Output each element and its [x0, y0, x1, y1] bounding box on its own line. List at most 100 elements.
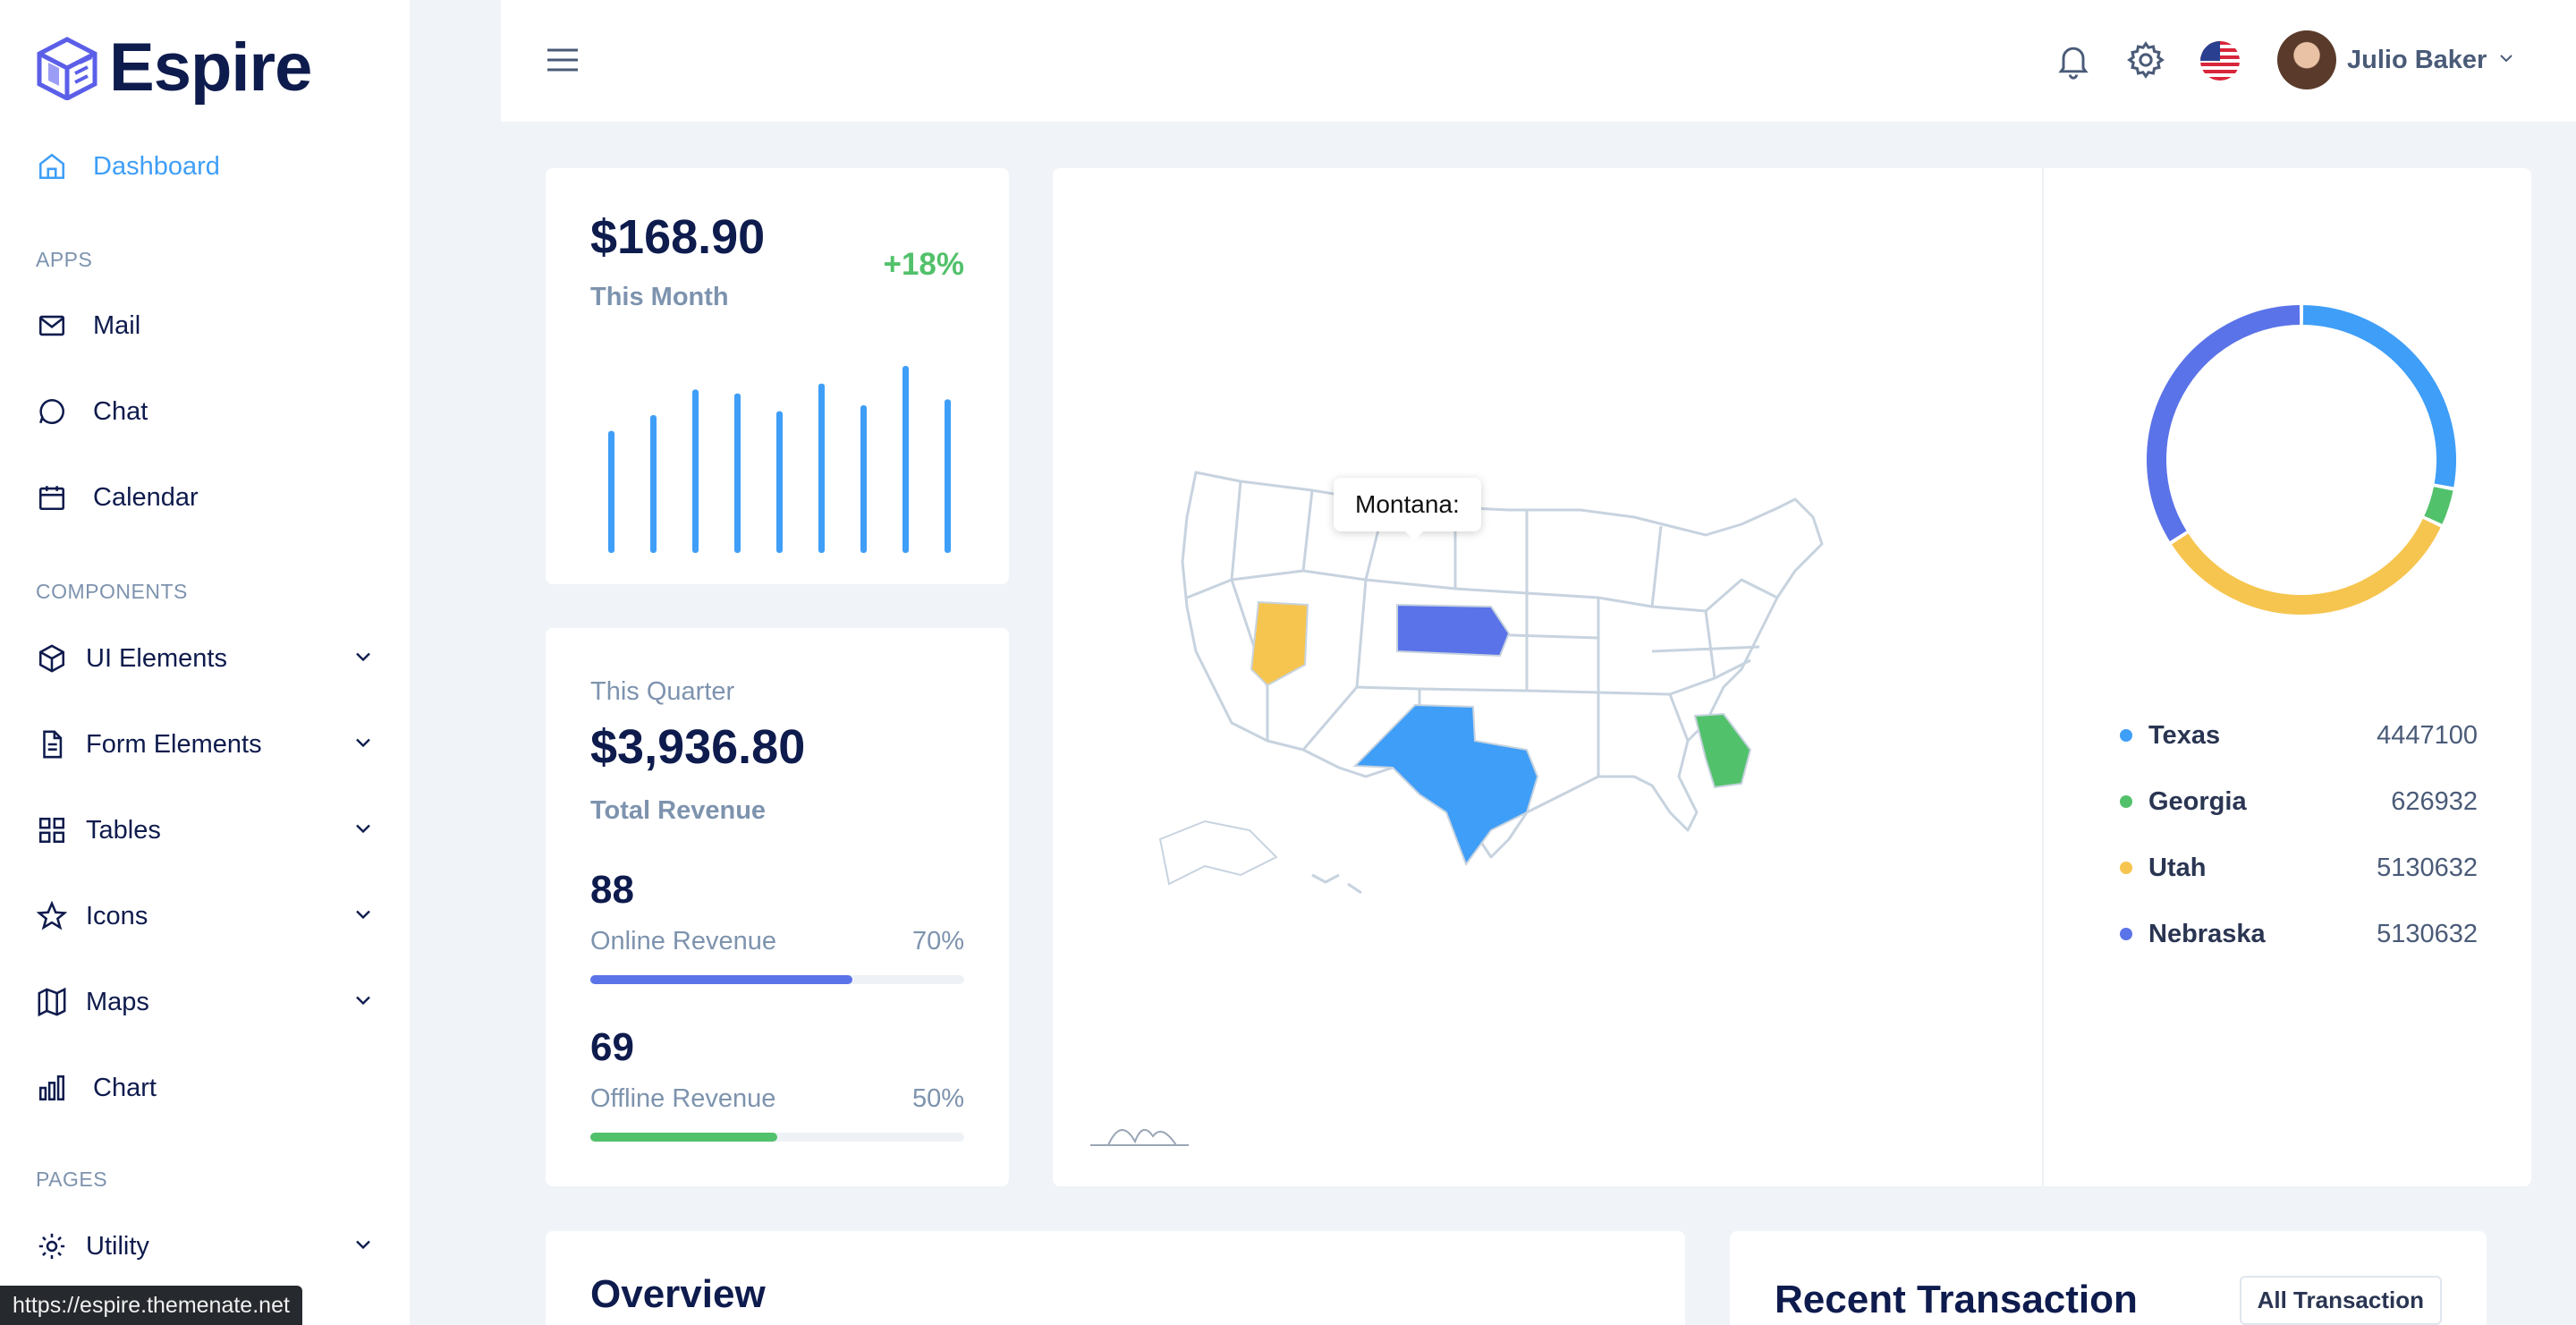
- quarter-label: This Quarter: [590, 677, 735, 706]
- bell-icon[interactable]: [2054, 39, 2093, 85]
- sidebar-item-icons[interactable]: Icons: [36, 889, 376, 943]
- monthly-label: This Month: [590, 283, 729, 311]
- sidebar-item-label: Form Elements: [86, 729, 262, 759]
- monthly-bar-chart: [608, 366, 951, 553]
- legend-dot: [2120, 795, 2132, 808]
- progress-fill: [590, 975, 852, 984]
- chevron-down-icon: [351, 988, 376, 1020]
- monthly-amount: $168.90: [590, 210, 766, 264]
- all-transaction-button[interactable]: All Transaction: [2239, 1276, 2442, 1325]
- sidebar-item-tables[interactable]: Tables: [36, 803, 376, 857]
- chevron-down-icon: [351, 730, 376, 762]
- monthly-bar: [902, 366, 909, 553]
- state-texas: [1352, 703, 1539, 867]
- state-nebraska: [1396, 603, 1511, 658]
- chevron-down-icon: [2496, 47, 2517, 73]
- legend-item: Nebraska 5130632: [2120, 916, 2478, 952]
- monthly-bar: [692, 389, 699, 553]
- legend-value: 5130632: [2377, 853, 2478, 882]
- online-revenue-label: Online Revenue: [590, 927, 776, 956]
- us-flag-icon[interactable]: [2200, 41, 2240, 85]
- monthly-bar: [650, 415, 657, 553]
- sidebar-item-ui-elements[interactable]: UI Elements: [36, 632, 376, 685]
- legend-value: 626932: [2391, 786, 2478, 816]
- section-label-apps: APPS: [36, 248, 93, 271]
- recent-transaction-title: Recent Transaction: [1775, 1278, 2138, 1321]
- state-utah: [1250, 600, 1309, 687]
- sidebar-item-utility[interactable]: Utility: [36, 1219, 376, 1273]
- section-label-pages: PAGES: [36, 1168, 108, 1191]
- sidebar-item-maps[interactable]: Maps: [36, 975, 376, 1029]
- online-revenue-percent: 70%: [911, 927, 964, 956]
- donut-segment-utah[interactable]: [2172, 518, 2441, 615]
- monthly-bar: [608, 430, 614, 553]
- overview-card: Overview: [546, 1231, 1685, 1325]
- map-zoom-handle-icon[interactable]: [1090, 1117, 1189, 1153]
- card-divider: [2042, 168, 2044, 1186]
- monthly-bar: [776, 411, 783, 553]
- legend-item: Utah 5130632: [2120, 850, 2478, 886]
- sidebar-item-label: Maps: [86, 987, 149, 1016]
- sidebar-item-label: Icons: [86, 901, 148, 930]
- mail-icon: [36, 310, 68, 342]
- legend-item: Georgia 626932: [2120, 784, 2478, 820]
- legend-name: Utah: [2148, 853, 2207, 882]
- donut-segment-texas[interactable]: [2302, 305, 2456, 488]
- sidebar-item-dashboard[interactable]: Dashboard: [36, 140, 376, 193]
- sidebar-item-form-elements[interactable]: Form Elements: [36, 718, 376, 771]
- donut-segment-nebraska[interactable]: [2147, 305, 2301, 541]
- legend-dot: [2120, 862, 2132, 874]
- legend-dot: [2120, 729, 2132, 742]
- map-icon: [36, 986, 68, 1018]
- chat-icon: [36, 395, 68, 428]
- brand-logo[interactable]: Espire: [36, 29, 312, 106]
- sidebar-item-label: Chart: [93, 1073, 157, 1102]
- online-revenue-progress: [590, 975, 964, 984]
- monthly-bar: [734, 393, 741, 553]
- sales-by-state-card: Montana: Texas 4447100 Georgia 626932 Ut…: [1053, 168, 2531, 1186]
- sidebar-item-mail[interactable]: Mail: [36, 299, 376, 352]
- legend-value: 5130632: [2377, 919, 2478, 948]
- status-bar-url: https://espire.themenate.net: [0, 1286, 302, 1325]
- monthly-revenue-card: $168.90 +18% This Month: [546, 168, 1009, 584]
- legend-dot: [2120, 928, 2132, 940]
- sidebar-item-chat[interactable]: Chat: [36, 385, 376, 438]
- chevron-down-icon: [351, 816, 376, 848]
- donut-segment-georgia[interactable]: [2424, 486, 2453, 524]
- brand-name: Espire: [109, 30, 312, 106]
- settings-gear-icon[interactable]: [2125, 39, 2166, 85]
- overview-title: Overview: [590, 1272, 766, 1316]
- legend-name: Texas: [2148, 720, 2221, 750]
- calendar-icon: [36, 481, 68, 514]
- bar-chart-icon: [36, 1072, 68, 1104]
- state-georgia: [1693, 712, 1752, 789]
- us-map[interactable]: [1133, 454, 1849, 920]
- sidebar-item-calendar[interactable]: Calendar: [36, 471, 376, 524]
- sidebar-item-label: Tables: [86, 815, 161, 845]
- legend-name: Georgia: [2148, 786, 2247, 816]
- recent-transaction-card: Recent Transaction All Transaction: [1730, 1231, 2487, 1325]
- sidebar-item-label: Mail: [93, 310, 141, 340]
- offline-revenue-value: 69: [590, 1025, 634, 1069]
- chevron-down-icon: [351, 1232, 376, 1264]
- user-name: Julio Baker: [2347, 45, 2487, 74]
- chevron-down-icon: [351, 902, 376, 934]
- online-revenue-value: 88: [590, 868, 634, 912]
- sidebar: Espire Dashboard APPS Mail Chat Calendar…: [0, 0, 410, 1325]
- gear-icon: [36, 1230, 68, 1262]
- menu-toggle-icon[interactable]: [546, 45, 580, 80]
- state-legend: Texas 4447100 Georgia 626932 Utah 513063…: [2120, 718, 2478, 986]
- offline-revenue-progress: [590, 1133, 964, 1142]
- monthly-bar: [818, 383, 825, 553]
- monthly-bar: [945, 399, 951, 553]
- user-menu[interactable]: Julio Baker: [2277, 30, 2517, 89]
- espire-logo-icon: [37, 36, 97, 100]
- sidebar-item-chart[interactable]: Chart: [36, 1061, 376, 1115]
- file-text-icon: [36, 728, 68, 760]
- star-icon: [36, 900, 68, 932]
- progress-fill: [590, 1133, 777, 1142]
- quarter-amount: $3,936.80: [590, 720, 806, 774]
- legend-name: Nebraska: [2148, 919, 2266, 948]
- state-share-donut-chart[interactable]: [2142, 301, 2461, 619]
- offline-revenue-percent: 50%: [911, 1084, 964, 1113]
